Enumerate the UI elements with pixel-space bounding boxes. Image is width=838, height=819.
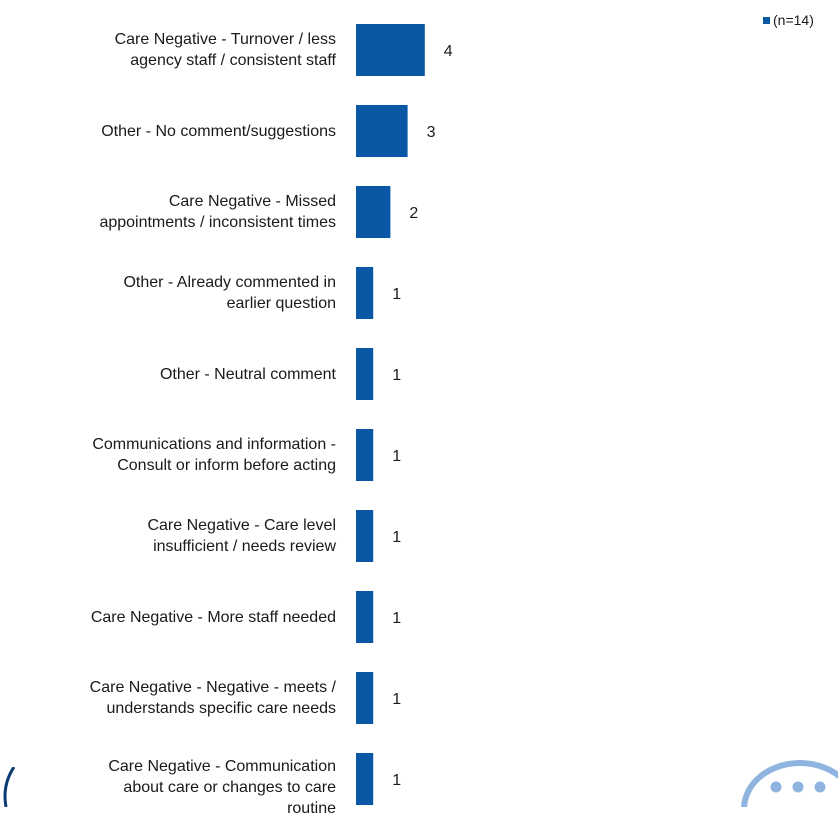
category-label-line: Care Negative - Communication: [108, 757, 336, 775]
bar: [356, 105, 408, 157]
chart-legend: (n=14): [763, 12, 814, 28]
category-label: Care Negative - More staff needed: [6, 607, 336, 628]
category-label: Care Negative - Missed appointments / inc…: [6, 191, 336, 233]
category-label: Other - Neutral comment: [6, 364, 336, 385]
category-label-line: Other - No comment/suggestions: [101, 122, 336, 140]
category-label: Care Negative - Negative - meets / unders…: [6, 677, 336, 719]
data-label: 1: [392, 448, 401, 465]
data-label: 1: [392, 367, 401, 384]
legend-swatch: [763, 16, 770, 24]
data-label: 1: [392, 529, 401, 546]
bar: [356, 591, 374, 643]
bar: [356, 348, 374, 400]
data-label: 3: [427, 124, 436, 141]
category-label-line: about care or changes to care: [123, 778, 336, 796]
corner-arc-left: [3, 767, 16, 807]
category-label-line: routine: [287, 799, 336, 817]
data-label: 1: [392, 772, 401, 789]
category-label-line: earlier question: [226, 295, 336, 312]
bar: [356, 24, 425, 76]
category-label: Care Negative - Care level insufficient /…: [6, 515, 336, 557]
category-label-line: insufficient / needs review: [153, 538, 336, 555]
category-label-line: Other - Neutral comment: [159, 365, 336, 383]
category-label: Care Negative - Turnover / less agency st…: [6, 29, 336, 71]
bubble-dot: [792, 781, 804, 793]
category-label-line: Communications and information -: [92, 436, 336, 453]
chat-bubble-icon: [741, 760, 838, 807]
category-label: Other - Already commented in earlier ques…: [6, 272, 336, 314]
bar: [356, 672, 374, 724]
bar: [356, 186, 391, 238]
bubble-dot: [770, 781, 782, 793]
category-label-line: understands specific care needs: [106, 700, 336, 717]
bubble-dot: [814, 781, 826, 793]
bar: [356, 753, 374, 805]
category-label: Other - No comment/suggestions: [6, 121, 336, 142]
legend-label: (n=14): [773, 12, 814, 28]
category-label-line: agency staff / consistent staff: [130, 52, 336, 69]
category-label-line: Care Negative - Care level: [147, 517, 336, 534]
category-label-line: Care Negative - Turnover / less: [114, 31, 336, 48]
category-label-line: Care Negative - Missed: [168, 193, 336, 210]
category-label: Care Negative - Communication about care …: [6, 756, 336, 819]
category-label-line: Care Negative - More staff needed: [90, 608, 336, 626]
data-label: 4: [444, 43, 453, 60]
data-label: 2: [409, 205, 418, 222]
bar: [356, 267, 374, 319]
category-label-line: Care Negative - Negative - meets /: [89, 679, 336, 696]
bar: [356, 429, 374, 481]
category-label: Communications and information - Consult …: [6, 434, 336, 476]
data-label: 1: [392, 286, 401, 303]
bar: [356, 510, 374, 562]
category-label-line: Consult or inform before acting: [117, 457, 336, 474]
data-label: 1: [392, 691, 401, 708]
category-label-line: Other - Already commented in: [123, 274, 336, 291]
data-label: 1: [392, 610, 401, 627]
category-label-line: appointments / inconsistent times: [99, 214, 336, 231]
